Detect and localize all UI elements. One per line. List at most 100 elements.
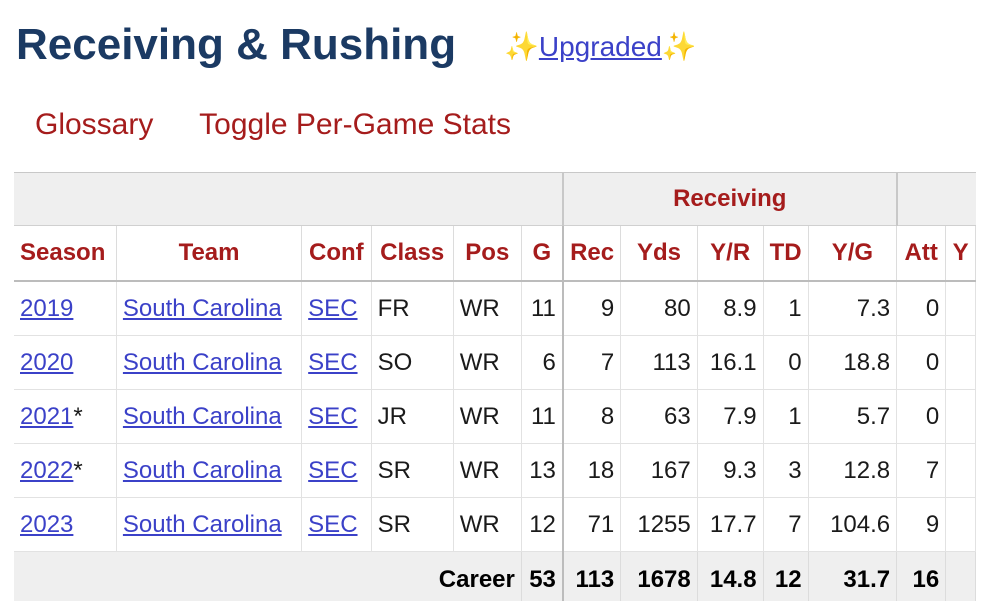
pos-cell: WR: [453, 498, 521, 552]
col-g[interactable]: G: [521, 226, 563, 282]
col-td[interactable]: TD: [763, 226, 808, 282]
col-season[interactable]: Season: [14, 226, 116, 282]
col-pos[interactable]: Pos: [453, 226, 521, 282]
season-link[interactable]: 2022: [20, 457, 73, 484]
season-mark: *: [73, 403, 82, 430]
att-cell: 9: [897, 498, 946, 552]
receiving-rushing-table: Receiving Season Team Conf Class Pos G R…: [14, 173, 976, 601]
pos-cell: WR: [453, 336, 521, 390]
pos-cell: WR: [453, 281, 521, 336]
season-link[interactable]: 2019: [20, 295, 73, 322]
over-header-blank: [14, 173, 563, 226]
pos-cell: WR: [453, 390, 521, 444]
yds-cell: 167: [621, 444, 697, 498]
td-cell: 3: [763, 444, 808, 498]
yg-cell: 18.8: [808, 336, 897, 390]
career-yds: 1678: [621, 552, 697, 601]
yg-cell: 12.8: [808, 444, 897, 498]
stats-table-container[interactable]: Receiving Season Team Conf Class Pos G R…: [14, 172, 976, 601]
toggle-per-game-link[interactable]: Toggle Per-Game Stats: [199, 108, 511, 141]
conf-link[interactable]: SEC: [308, 457, 357, 484]
g-cell: 11: [521, 281, 563, 336]
yds-cell: 113: [621, 336, 697, 390]
team-link[interactable]: South Carolina: [123, 349, 282, 376]
class-cell: JR: [371, 390, 453, 444]
g-cell: 12: [521, 498, 563, 552]
col-yg[interactable]: Y/G: [808, 226, 897, 282]
yg-cell: 7.3: [808, 281, 897, 336]
next-cell: [946, 444, 976, 498]
next-cell: [946, 336, 976, 390]
next-cell: [946, 390, 976, 444]
next-cell: [946, 281, 976, 336]
class-cell: SR: [371, 444, 453, 498]
class-cell: SO: [371, 336, 453, 390]
td-cell: 7: [763, 498, 808, 552]
table-options: Glossary Toggle Per-Game Stats: [35, 108, 549, 142]
season-link[interactable]: 2020: [20, 349, 73, 376]
yg-cell: 104.6: [808, 498, 897, 552]
over-header-next: [897, 173, 976, 226]
att-cell: 0: [897, 336, 946, 390]
yr-cell: 8.9: [697, 281, 763, 336]
td-cell: 1: [763, 281, 808, 336]
team-link[interactable]: South Carolina: [123, 403, 282, 430]
season-mark: *: [73, 457, 82, 484]
table-row: 2022* South Carolina SEC SR WR 13 18 167…: [14, 444, 976, 498]
team-link[interactable]: South Carolina: [123, 295, 282, 322]
col-yds[interactable]: Yds: [621, 226, 697, 282]
sparkle-icon: ✨: [662, 31, 697, 62]
career-g: 53: [521, 552, 563, 601]
yr-cell: 7.9: [697, 390, 763, 444]
table-row: 2023 South Carolina SEC SR WR 12 71 1255…: [14, 498, 976, 552]
conf-link[interactable]: SEC: [308, 511, 357, 538]
conf-link[interactable]: SEC: [308, 349, 357, 376]
team-link[interactable]: South Carolina: [123, 457, 282, 484]
conf-link[interactable]: SEC: [308, 403, 357, 430]
career-yr: 14.8: [697, 552, 763, 601]
career-td: 12: [763, 552, 808, 601]
col-class[interactable]: Class: [371, 226, 453, 282]
glossary-link[interactable]: Glossary: [35, 108, 153, 141]
rec-cell: 7: [563, 336, 621, 390]
career-next: [946, 552, 976, 601]
career-row: Career 53 113 1678 14.8 12 31.7 16: [14, 552, 976, 601]
att-cell: 7: [897, 444, 946, 498]
career-rec: 113: [563, 552, 621, 601]
yr-cell: 9.3: [697, 444, 763, 498]
col-team[interactable]: Team: [116, 226, 301, 282]
career-yg: 31.7: [808, 552, 897, 601]
class-cell: SR: [371, 498, 453, 552]
att-cell: 0: [897, 281, 946, 336]
yds-cell: 1255: [621, 498, 697, 552]
col-yr[interactable]: Y/R: [697, 226, 763, 282]
table-row: 2021* South Carolina SEC JR WR 11 8 63 7…: [14, 390, 976, 444]
rec-cell: 9: [563, 281, 621, 336]
sparkle-icon: ✨: [504, 31, 539, 62]
g-cell: 11: [521, 390, 563, 444]
g-cell: 6: [521, 336, 563, 390]
season-link[interactable]: 2023: [20, 511, 73, 538]
g-cell: 13: [521, 444, 563, 498]
career-att: 16: [897, 552, 946, 601]
upgraded-badge: ✨Upgraded✨: [504, 30, 697, 63]
table-row: 2020 South Carolina SEC SO WR 6 7 113 16…: [14, 336, 976, 390]
pos-cell: WR: [453, 444, 521, 498]
team-link[interactable]: South Carolina: [123, 511, 282, 538]
season-link[interactable]: 2021: [20, 403, 73, 430]
column-header-row: Season Team Conf Class Pos G Rec Yds Y/R…: [14, 226, 976, 282]
conf-link[interactable]: SEC: [308, 295, 357, 322]
career-label: Career: [14, 552, 521, 601]
yr-cell: 16.1: [697, 336, 763, 390]
rec-cell: 8: [563, 390, 621, 444]
yr-cell: 17.7: [697, 498, 763, 552]
table-row: 2019 South Carolina SEC FR WR 11 9 80 8.…: [14, 281, 976, 336]
td-cell: 0: [763, 336, 808, 390]
col-rec[interactable]: Rec: [563, 226, 621, 282]
yds-cell: 80: [621, 281, 697, 336]
upgraded-link[interactable]: Upgraded: [539, 31, 662, 62]
col-att[interactable]: Att: [897, 226, 946, 282]
col-conf[interactable]: Conf: [302, 226, 371, 282]
over-header-row: Receiving: [14, 173, 976, 226]
col-next[interactable]: Y: [946, 226, 976, 282]
